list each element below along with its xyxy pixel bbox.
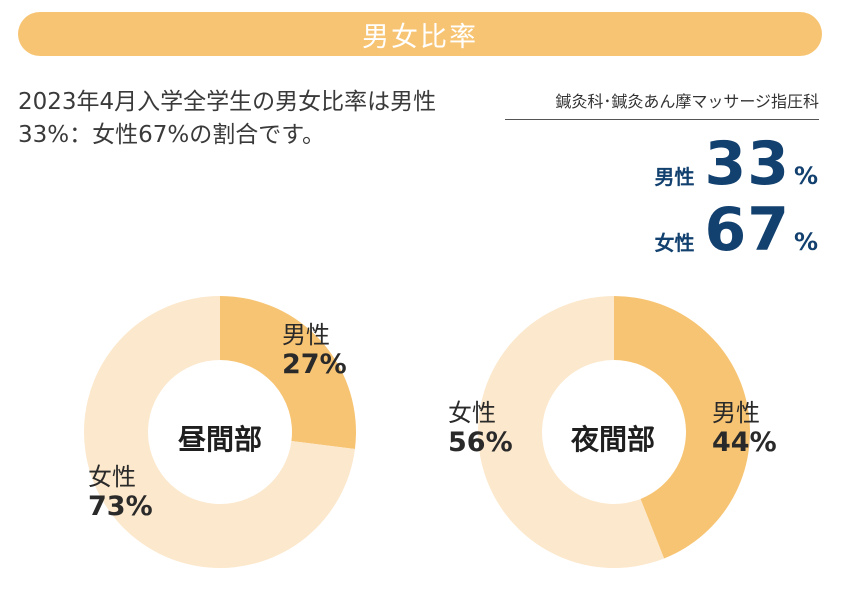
night-male-label: 男性 44%	[712, 398, 777, 458]
day-female-label: 女性 73%	[88, 462, 153, 522]
day-female-percent: 73%	[88, 491, 153, 522]
female-stat-unit: %	[793, 228, 818, 256]
intro-line-1: 2023年4月入学全学生の男女比率は男性	[18, 89, 437, 115]
male-stat-unit: %	[793, 162, 818, 190]
day-male-percent: 27%	[282, 349, 347, 380]
day-female-category: 女性	[88, 463, 136, 491]
night-male-slice	[614, 296, 751, 559]
night-female-slice	[478, 296, 665, 568]
male-stat-label: 男性	[654, 165, 695, 189]
female-stat-value: 67	[704, 195, 790, 265]
night-female-category: 女性	[448, 399, 496, 427]
day-male-slice	[220, 296, 356, 450]
day-male-label: 男性 27%	[282, 320, 347, 380]
page-title: 男女比率	[362, 21, 478, 53]
header-bar: 男女比率	[18, 12, 822, 56]
intro-text: 2023年4月入学全学生の男女比率は男性 33%：女性67%の割合です。	[18, 86, 488, 152]
male-stat-value: 33	[704, 129, 790, 199]
day-male-category: 男性	[282, 321, 330, 349]
day-center-label: 昼間部	[177, 423, 262, 456]
female-stat: 女性 67 %	[654, 198, 818, 262]
male-stat: 男性 33 %	[654, 132, 818, 196]
night-female-label: 女性 56%	[448, 398, 513, 458]
female-stat-label: 女性	[654, 231, 695, 255]
intro-line-2: 33%：女性67%の割合です。	[18, 122, 325, 148]
department-label: 鍼灸科･鍼灸あん摩マッサージ指圧科	[505, 88, 819, 120]
night-male-percent: 44%	[712, 427, 777, 458]
night-female-percent: 56%	[448, 427, 513, 458]
night-center-label: 夜間部	[570, 423, 655, 456]
night-male-category: 男性	[712, 399, 760, 427]
day-female-slice	[84, 296, 355, 568]
